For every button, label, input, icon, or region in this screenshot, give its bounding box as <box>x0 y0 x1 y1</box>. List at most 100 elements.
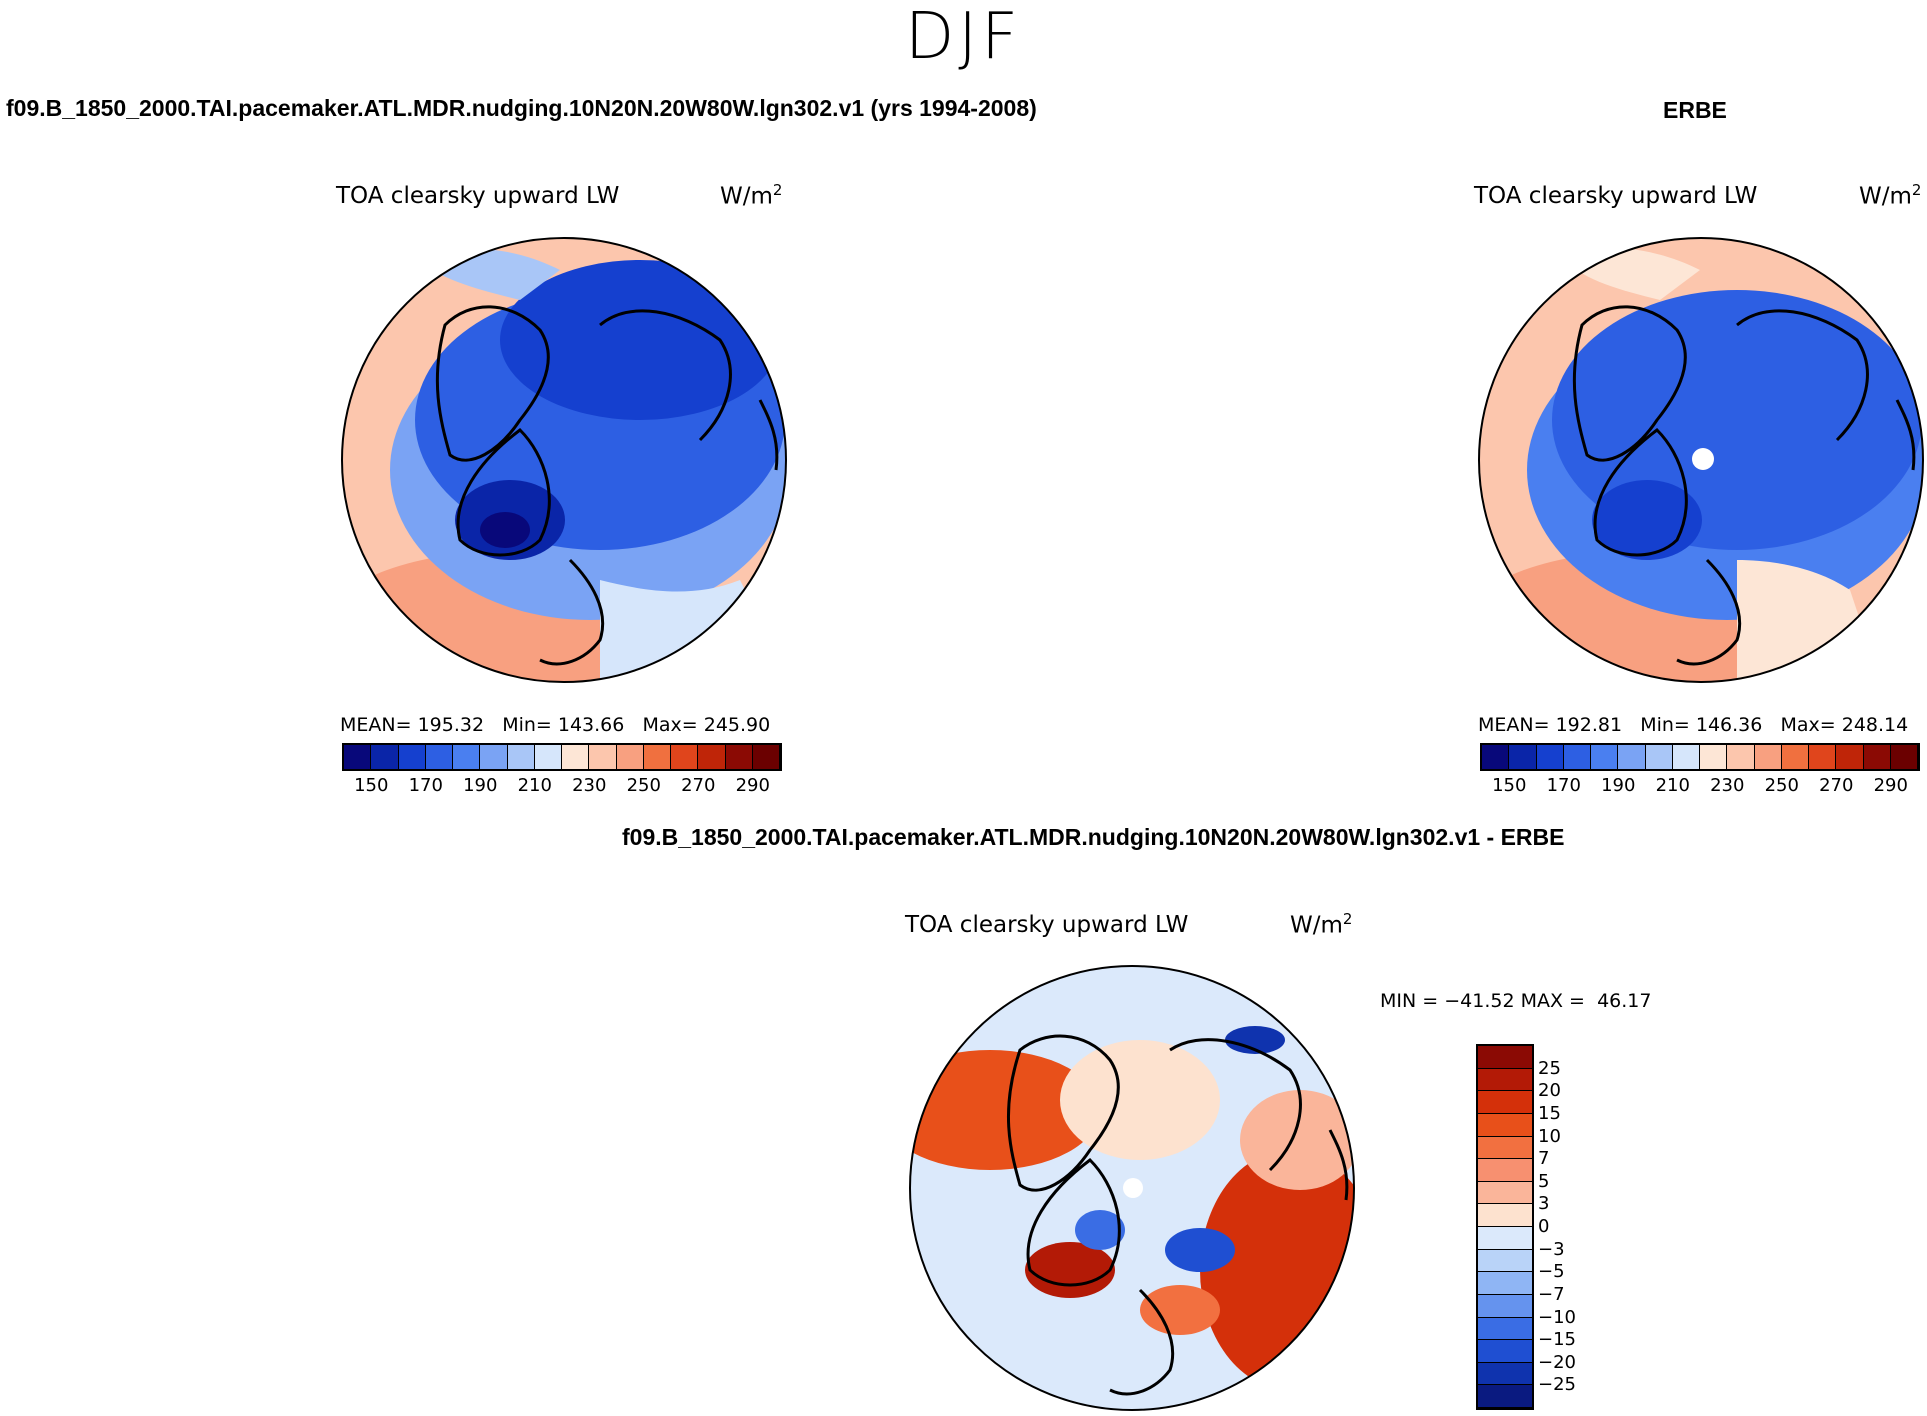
obs-mean-value: 192.81 <box>1555 714 1623 736</box>
colorbar-tick-label: 10 <box>1538 1125 1561 1147</box>
obs-max-label: Max= <box>1780 714 1836 736</box>
colorbar-tick-label: 150 <box>354 775 389 796</box>
colorbar-tick-label: 15 <box>1538 1102 1561 1124</box>
diff-max-value: 46.17 <box>1597 990 1652 1012</box>
colorbar-cell <box>1618 745 1646 769</box>
colorbar-cell <box>453 745 481 769</box>
diff-case-title: f09.B_1850_2000.TAI.pacemaker.ATL.MDR.nu… <box>622 824 1565 850</box>
colorbar-tick-label: 270 <box>1819 775 1854 796</box>
colorbar-tick-label: −5 <box>1538 1261 1565 1283</box>
colorbar-cell <box>1478 1068 1532 1092</box>
colorbar-cell <box>1781 745 1809 769</box>
diff-units-text: W/m <box>1290 912 1343 939</box>
model-min-label: Min= <box>502 714 552 736</box>
colorbar-cell <box>398 745 426 769</box>
model-map-greenland-core <box>480 512 530 548</box>
colorbar-cell <box>1727 745 1755 769</box>
colorbar-cell <box>1478 1181 1532 1205</box>
model-mean-label: MEAN= <box>340 714 412 736</box>
model-map-siberia <box>500 260 780 420</box>
model-max-label: Max= <box>642 714 698 736</box>
colorbar-cell <box>1482 745 1510 769</box>
colorbar-cell <box>725 745 753 769</box>
colorbar-tick-label: 0 <box>1538 1216 1550 1237</box>
season-title: DJF <box>905 0 1022 74</box>
colorbar-cell <box>671 745 699 769</box>
model-map-outline <box>341 237 787 683</box>
model-min-value: 143.66 <box>557 714 625 736</box>
model-colorbar-ticks: 150 170 190 210 230 250 270 290 <box>344 775 780 799</box>
model-units: W/m2 <box>720 181 782 210</box>
colorbar-cell <box>1478 1272 1532 1295</box>
colorbar-tick-label: 150 <box>1492 775 1527 796</box>
colorbar-cell <box>1809 745 1837 769</box>
colorbar-tick-label: −7 <box>1538 1283 1565 1305</box>
colorbar-cell <box>1672 745 1700 769</box>
colorbar-tick-label: 230 <box>1710 775 1745 796</box>
diff-map-cold-spot-2 <box>1075 1210 1125 1250</box>
colorbar-tick-label: 7 <box>1538 1148 1550 1170</box>
diff-colorbar <box>1476 1044 1534 1410</box>
obs-mean-label: MEAN= <box>1478 714 1550 736</box>
colorbar-tick-label: −10 <box>1538 1306 1576 1328</box>
colorbar-tick-label: 250 <box>1764 775 1799 796</box>
colorbar-tick-label: −20 <box>1538 1351 1576 1373</box>
colorbar-tick-label: 170 <box>1546 775 1581 796</box>
colorbar-cell <box>1478 1294 1532 1318</box>
colorbar-cell <box>1478 1385 1532 1408</box>
colorbar-cell <box>371 745 399 769</box>
diff-units: W/m2 <box>1290 910 1352 939</box>
obs-map-pole-hole <box>1692 448 1714 470</box>
obs-case-title: ERBE <box>1663 97 1727 123</box>
colorbar-tick-label: 210 <box>1655 775 1690 796</box>
colorbar-cell <box>1591 745 1619 769</box>
colorbar-cell <box>1754 745 1782 769</box>
colorbar-cell <box>1478 1317 1532 1341</box>
colorbar-cell <box>643 745 671 769</box>
diff-map-outline <box>909 965 1355 1411</box>
colorbar-cell <box>1478 1113 1532 1137</box>
obs-min-value: 146.36 <box>1695 714 1763 736</box>
colorbar-cell <box>1563 745 1591 769</box>
obs-colorbar <box>1480 743 1920 771</box>
diff-polar-map <box>910 966 1354 1410</box>
model-map-europe-edge <box>600 580 770 682</box>
colorbar-cell <box>1509 745 1537 769</box>
obs-units-text: W/m <box>1859 183 1912 210</box>
diff-map-coastlines <box>1006 1034 1349 1396</box>
diff-colorbar-ticks: 25 20 15 10 7 5 3 0 −3 −5 −7 −10 −15 −20 −25 <box>1538 1046 1618 1408</box>
colorbar-cell <box>1478 1249 1532 1273</box>
colorbar-cell <box>1836 745 1864 769</box>
obs-map-outline <box>1478 237 1924 683</box>
diff-min-label: MIN = <box>1380 990 1439 1012</box>
colorbar-tick-label: −25 <box>1538 1374 1576 1396</box>
colorbar-cell <box>752 745 780 769</box>
colorbar-cell <box>1645 745 1673 769</box>
colorbar-tick-label: 3 <box>1538 1193 1550 1215</box>
model-map-coastlines <box>435 305 779 666</box>
diff-map-pole-hole <box>1123 1178 1143 1198</box>
colorbar-cell <box>1478 1046 1532 1069</box>
colorbar-cell <box>1478 1136 1532 1160</box>
colorbar-cell <box>562 745 590 769</box>
obs-units: W/m2 <box>1859 181 1921 210</box>
colorbar-cell <box>1478 1091 1532 1114</box>
diff-map-cold-spot-3 <box>1225 1026 1285 1054</box>
diff-map-central-mild <box>1060 1040 1220 1160</box>
diff-map-asia-mild <box>1240 1090 1354 1190</box>
obs-min-label: Min= <box>1640 714 1690 736</box>
model-colorbar <box>342 743 782 771</box>
colorbar-tick-label: −15 <box>1538 1329 1576 1351</box>
obs-max-value: 248.14 <box>1841 714 1909 736</box>
diff-map-europe-warm <box>1140 1285 1220 1335</box>
colorbar-tick-label: 20 <box>1538 1080 1561 1102</box>
colorbar-cell <box>1478 1227 1532 1250</box>
colorbar-tick-label: 230 <box>572 775 607 796</box>
model-units-text: W/m <box>720 183 773 210</box>
diff-units-sup: 2 <box>1342 910 1353 928</box>
obs-units-sup: 2 <box>1911 181 1922 199</box>
diff-minmax: MIN = −41.52 MAX = 46.17 <box>1380 990 1651 1012</box>
colorbar-cell <box>480 745 508 769</box>
colorbar-tick-label: 190 <box>1601 775 1636 796</box>
